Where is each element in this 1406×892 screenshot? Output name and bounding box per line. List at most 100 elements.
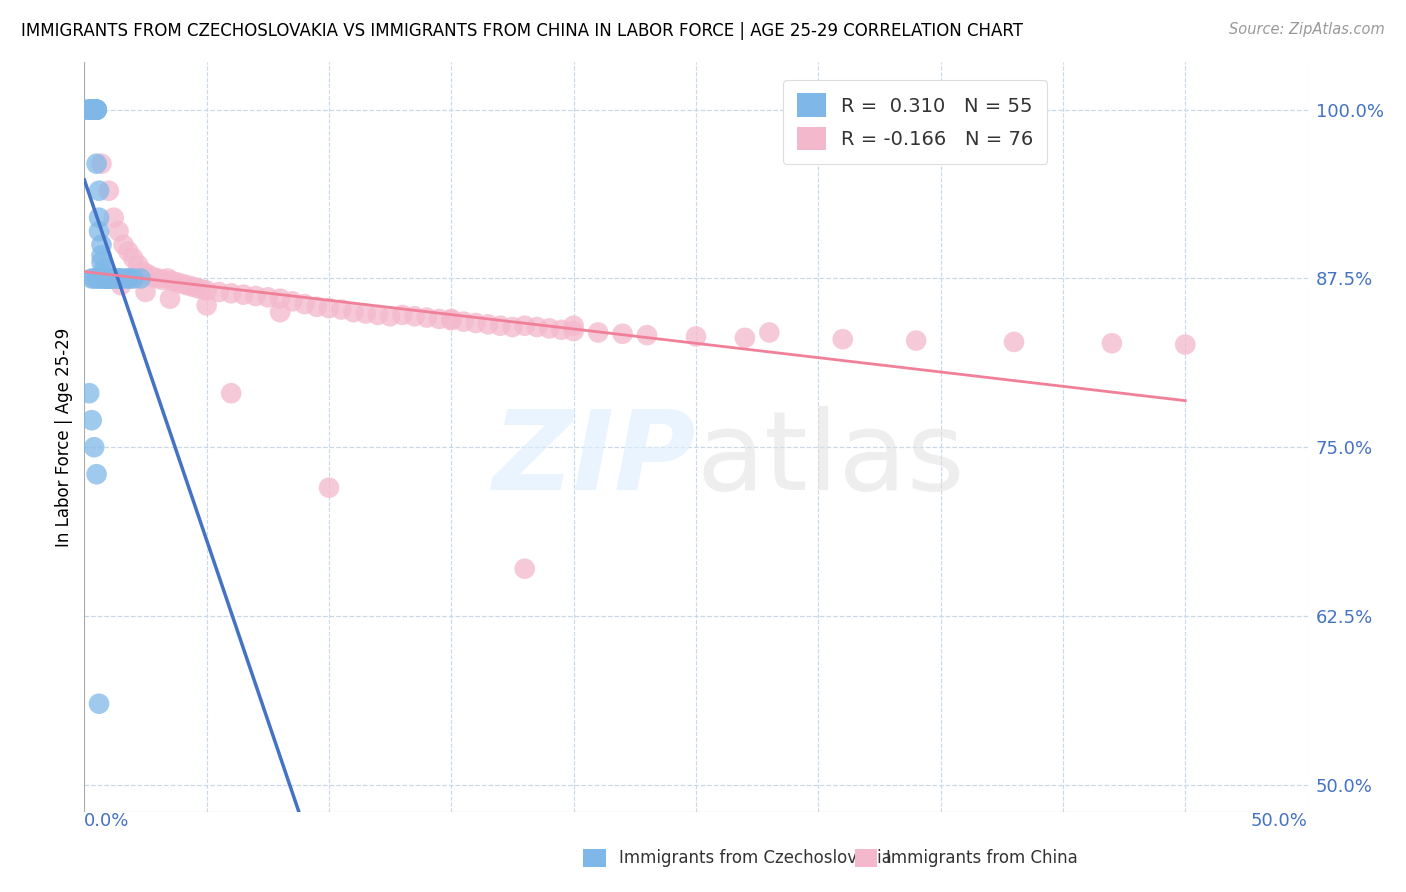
Point — [232, 287, 254, 301]
Point — [294, 297, 316, 311]
Point — [80, 103, 103, 117]
Point — [152, 273, 174, 287]
Point — [416, 310, 439, 325]
Point — [90, 271, 112, 285]
Point — [129, 271, 152, 285]
Point — [83, 103, 105, 117]
Point — [538, 321, 561, 335]
Point — [87, 271, 110, 285]
Point — [117, 271, 139, 285]
Point — [142, 270, 165, 285]
Point — [195, 284, 218, 298]
Point — [87, 224, 110, 238]
Point — [427, 312, 450, 326]
Point — [86, 103, 108, 117]
Point — [219, 286, 242, 301]
Point — [367, 308, 389, 322]
Point — [186, 281, 208, 295]
Point — [257, 290, 280, 304]
Point — [86, 467, 108, 482]
Point — [132, 265, 155, 279]
Point — [83, 103, 105, 117]
Point — [191, 282, 214, 296]
Text: Immigrants from Czechoslovakia: Immigrants from Czechoslovakia — [619, 849, 891, 867]
Point — [96, 271, 118, 285]
Text: 0.0%: 0.0% — [84, 812, 129, 830]
Point — [93, 268, 115, 282]
Point — [318, 301, 340, 315]
Point — [103, 271, 125, 285]
Point — [90, 248, 112, 262]
Point — [77, 386, 100, 401]
Point — [330, 302, 353, 317]
Text: Immigrants from China: Immigrants from China — [886, 849, 1077, 867]
Point — [586, 326, 609, 340]
Point — [87, 211, 110, 225]
Point — [1101, 336, 1123, 351]
Point — [1002, 334, 1025, 349]
Point — [86, 157, 108, 171]
Point — [269, 292, 291, 306]
Point — [354, 307, 377, 321]
Point — [97, 271, 120, 285]
Point — [100, 271, 122, 285]
Point — [80, 413, 103, 427]
Point — [305, 300, 328, 314]
Point — [80, 103, 103, 117]
Text: Source: ZipAtlas.com: Source: ZipAtlas.com — [1229, 22, 1385, 37]
Point — [135, 285, 157, 299]
Point — [80, 271, 103, 285]
Legend: R =  0.310   N = 55, R = -0.166   N = 76: R = 0.310 N = 55, R = -0.166 N = 76 — [783, 79, 1047, 164]
Point — [440, 312, 463, 326]
Point — [440, 313, 463, 327]
Point — [90, 157, 112, 171]
Point — [391, 308, 413, 322]
Point — [76, 103, 98, 117]
Point — [117, 271, 139, 285]
Point — [97, 271, 120, 285]
Point — [685, 329, 707, 343]
Point — [80, 103, 103, 117]
Point — [176, 278, 198, 293]
Point — [80, 103, 103, 117]
Point — [453, 315, 475, 329]
Point — [734, 331, 756, 345]
Point — [1174, 337, 1197, 351]
Point — [464, 316, 486, 330]
Text: 50.0%: 50.0% — [1251, 812, 1308, 830]
Point — [127, 258, 149, 272]
Point — [162, 274, 184, 288]
Point — [159, 292, 181, 306]
Point — [122, 271, 145, 285]
Point — [83, 103, 105, 117]
Point — [208, 285, 231, 299]
Text: ZIP: ZIP — [492, 406, 696, 513]
Point — [83, 103, 105, 117]
Point — [86, 271, 108, 285]
Point — [562, 324, 585, 338]
Point — [526, 320, 548, 334]
Point — [90, 255, 112, 269]
Point — [122, 251, 145, 265]
Point — [172, 277, 194, 291]
Point — [318, 481, 340, 495]
Point — [758, 326, 780, 340]
Point — [77, 103, 100, 117]
Point — [93, 271, 115, 285]
Point — [404, 310, 426, 324]
Point — [245, 289, 267, 303]
Point — [86, 103, 108, 117]
Text: atlas: atlas — [696, 406, 965, 513]
Point — [107, 271, 129, 285]
Point — [86, 103, 108, 117]
Point — [83, 103, 105, 117]
Point — [86, 103, 108, 117]
Point — [93, 271, 115, 285]
Point — [105, 271, 128, 285]
Point — [97, 271, 120, 285]
Point — [146, 271, 169, 285]
Point — [831, 332, 853, 346]
Point — [502, 320, 524, 334]
Point — [477, 318, 499, 332]
Point — [513, 318, 536, 333]
